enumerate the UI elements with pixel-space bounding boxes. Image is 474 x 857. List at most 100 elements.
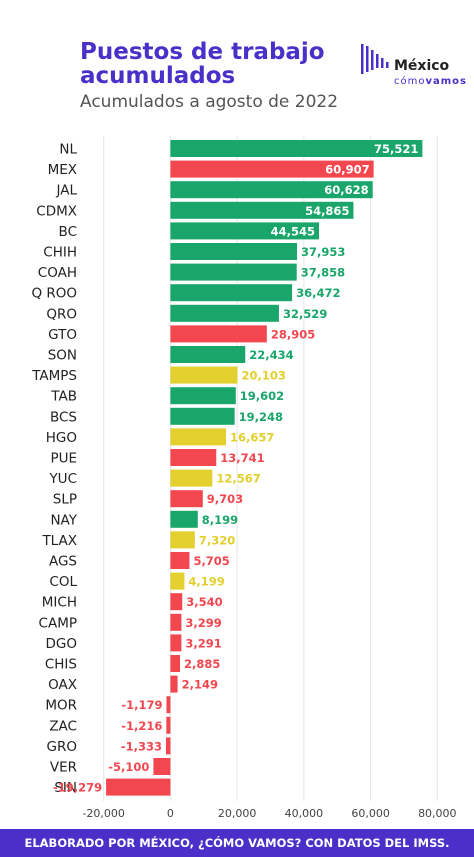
logo-sub-light: cómo (394, 76, 426, 87)
value-label: 2,885 (184, 657, 220, 671)
x-tick-label: 40,000 (285, 807, 324, 820)
bar-mich (170, 593, 183, 611)
value-label: 3,540 (186, 595, 222, 609)
bar-tamps (170, 366, 238, 384)
value-label: 37,858 (301, 266, 345, 280)
bar-sin (106, 778, 171, 796)
bar-oax (170, 675, 178, 693)
bar-gto (170, 325, 267, 343)
bar-tab (170, 387, 236, 405)
value-label: -1,216 (121, 719, 162, 733)
bar-cdmx (170, 201, 354, 219)
value-label: -5,100 (108, 760, 149, 774)
value-label: 2,149 (182, 678, 218, 692)
category-label: BC (59, 224, 77, 240)
category-label: PUE (50, 451, 77, 467)
bar-gro (165, 737, 171, 755)
category-label: SIN (54, 780, 77, 796)
category-label: CHIH (43, 245, 77, 261)
bar-pue (170, 449, 217, 466)
value-label: 32,529 (283, 307, 327, 321)
category-label: HGO (46, 430, 77, 446)
value-label: 37,953 (301, 245, 345, 259)
category-label: QRO (46, 306, 77, 322)
bar-camp (170, 613, 182, 631)
mexico-como-vamos-logo: México cómovamos (360, 42, 467, 90)
value-label: -1,333 (121, 739, 162, 753)
category-label: SLP (53, 492, 77, 508)
bar-son (170, 346, 246, 363)
logo-subtext: cómovamos (394, 76, 467, 87)
value-label: 8,199 (202, 513, 238, 527)
value-label: 22,434 (249, 348, 293, 362)
category-label: DGO (46, 636, 77, 652)
bar-nl (170, 140, 423, 157)
x-tick-label: 20,000 (218, 807, 257, 820)
value-label: 36,472 (296, 286, 340, 300)
bar-nay (170, 510, 198, 528)
category-label: VER (50, 760, 77, 776)
category-label: Q ROO (31, 286, 77, 302)
bar-bc (170, 222, 320, 240)
x-tick-label: 60,000 (351, 807, 390, 820)
category-label: TAB (50, 389, 77, 405)
category-label: AGS (49, 554, 77, 570)
category-label: GRO (47, 739, 77, 755)
chart-subtitle: Acumulados a agosto de 2022 (80, 92, 339, 112)
category-label: SON (48, 348, 77, 364)
bar-ver (153, 758, 171, 775)
bar-chart: -20,000 0 20,000 40,000 60,000 80,000 NL 75,521… (31, 136, 457, 820)
category-label: GTO (48, 327, 77, 343)
value-label: 13,741 (220, 451, 264, 465)
bar-coah (170, 263, 297, 281)
bar-mex (170, 160, 374, 178)
category-label: BCS (50, 409, 77, 425)
value-label: 3,291 (185, 636, 221, 650)
category-label: NL (59, 142, 77, 158)
bar-yuc (170, 469, 213, 487)
category-label: NAY (50, 512, 77, 528)
value-label: 19,248 (239, 410, 283, 424)
bar-tlax (170, 531, 195, 549)
logo-word: México (394, 58, 450, 74)
value-label: 28,905 (271, 327, 315, 341)
category-label: TAMPS (31, 368, 77, 384)
value-label: 5,705 (193, 554, 229, 568)
category-label: JAL (55, 183, 77, 199)
value-label: 7,320 (199, 533, 235, 547)
category-label: CDMX (36, 203, 77, 219)
category-label: TLAX (41, 533, 77, 549)
bar-chis (170, 655, 181, 672)
x-tick-label: 0 (167, 807, 174, 820)
logo-sub-bold: vamos (425, 76, 467, 87)
bar-dgo (170, 634, 182, 652)
x-tick-label: 80,000 (418, 807, 457, 820)
value-label: 3,299 (185, 616, 221, 630)
value-label: -19,279 (53, 781, 102, 795)
value-label: 4,199 (188, 575, 224, 589)
category-label: MEX (48, 162, 77, 178)
value-label: 9,703 (207, 492, 243, 506)
category-label: CHIS (45, 657, 77, 673)
bar-mor (166, 696, 171, 714)
category-label: COL (49, 574, 77, 590)
x-tick-label: -20,000 (82, 807, 124, 820)
value-label: 54,865 (305, 204, 349, 218)
category-label: MOR (45, 698, 77, 714)
value-label: 16,657 (230, 430, 274, 444)
value-label: 75,521 (374, 142, 418, 156)
bar-hgo (170, 428, 226, 446)
bar-bcs (170, 407, 235, 425)
bar-ags (170, 552, 190, 569)
logo-bars-icon (361, 44, 389, 74)
bar-slp (170, 490, 203, 508)
category-label: OAX (48, 677, 77, 693)
value-label: -1,179 (121, 698, 162, 712)
bar-col (170, 572, 185, 590)
bar-q-roo (170, 284, 293, 302)
value-label: 20,103 (241, 369, 285, 383)
value-label: 19,602 (240, 389, 284, 403)
category-label: ZAC (49, 718, 77, 734)
value-label: 44,545 (271, 224, 315, 238)
value-label: 60,628 (324, 183, 368, 197)
